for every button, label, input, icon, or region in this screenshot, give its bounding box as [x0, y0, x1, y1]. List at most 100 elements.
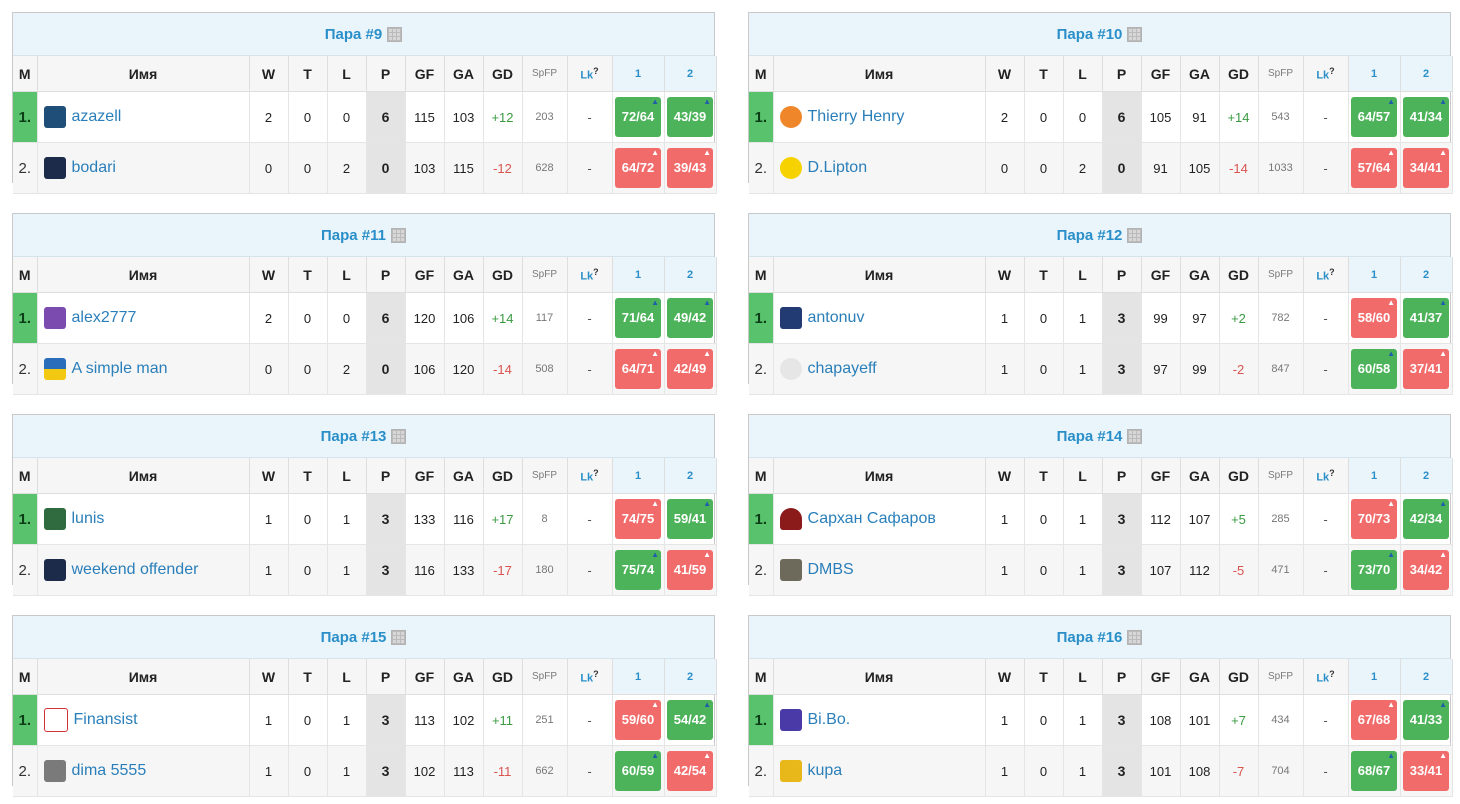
round-1-score[interactable]: ▲ 64/57: [1351, 97, 1397, 137]
round-2-score[interactable]: ▲ 59/41: [667, 499, 713, 539]
col-round-1[interactable]: 1: [1348, 257, 1401, 293]
grid-icon[interactable]: [391, 629, 407, 645]
col-lk[interactable]: Lk?: [1303, 257, 1349, 293]
player-name-link[interactable]: weekend offender: [71, 561, 199, 578]
player-name-link[interactable]: alex2777: [71, 309, 137, 326]
pair-title[interactable]: Пара #16: [1056, 628, 1123, 646]
col-lk[interactable]: Lk?: [1303, 458, 1349, 494]
round-1-score[interactable]: ▲ 73/70: [1351, 550, 1397, 590]
round-2-score[interactable]: ▲ 43/39: [667, 97, 713, 137]
col-round-1[interactable]: 1: [612, 659, 665, 695]
grid-icon[interactable]: [1127, 26, 1143, 42]
round-2-score[interactable]: ▲ 49/42: [667, 298, 713, 338]
col-lk[interactable]: Lk?: [567, 458, 613, 494]
round-2-score[interactable]: ▲ 33/41: [1403, 751, 1449, 791]
lk-help-icon[interactable]: ?: [1329, 65, 1335, 76]
lk-help-icon[interactable]: ?: [593, 65, 599, 76]
round-2-score[interactable]: ▲ 37/41: [1403, 349, 1449, 389]
round-1-score[interactable]: ▲ 70/73: [1351, 499, 1397, 539]
col-round-1[interactable]: 1: [1348, 56, 1401, 92]
player-name-link[interactable]: DMBS: [807, 561, 854, 578]
player-name-link[interactable]: Thierry Henry: [807, 108, 905, 125]
col-round-2[interactable]: 2: [1400, 458, 1453, 494]
player-name-link[interactable]: D.Lipton: [807, 159, 868, 176]
round-2-score[interactable]: ▲ 34/41: [1403, 148, 1449, 188]
lk-help-icon[interactable]: ?: [593, 467, 599, 478]
jersey-navy-icon[interactable]: [779, 307, 802, 329]
player-name-link[interactable]: antonuv: [807, 309, 865, 326]
player-name-link[interactable]: bodari: [71, 159, 116, 176]
lk-help-icon[interactable]: ?: [593, 266, 599, 277]
round-2-score[interactable]: ▲ 42/54: [667, 751, 713, 791]
grid-icon[interactable]: [387, 26, 403, 42]
round-1-score[interactable]: ▲ 71/64: [615, 298, 661, 338]
player-name-link[interactable]: dima 5555: [71, 762, 147, 779]
col-round-1[interactable]: 1: [612, 56, 665, 92]
player-name-link[interactable]: lunis: [71, 510, 105, 527]
crest-yellow-icon[interactable]: [779, 760, 802, 782]
col-round-2[interactable]: 2: [1400, 56, 1453, 92]
photo-icon[interactable]: [779, 559, 802, 581]
player-name-link[interactable]: Сархан Сафаров: [807, 510, 936, 527]
round-2-score[interactable]: ▲ 42/34: [1403, 499, 1449, 539]
lk-help-icon[interactable]: ?: [1329, 668, 1335, 679]
player-name-link[interactable]: kupa: [807, 762, 843, 779]
col-lk[interactable]: Lk?: [567, 56, 613, 92]
player-name-link[interactable]: Finansist: [73, 711, 138, 728]
col-round-2[interactable]: 2: [664, 659, 717, 695]
photo-gray-icon[interactable]: [43, 760, 66, 782]
col-round-1[interactable]: 1: [612, 458, 665, 494]
col-round-1[interactable]: 1: [612, 257, 665, 293]
pair-title[interactable]: Пара #10: [1056, 25, 1123, 43]
round-1-score[interactable]: ▲ 60/58: [1351, 349, 1397, 389]
round-1-score[interactable]: ▲ 64/71: [615, 349, 661, 389]
col-lk[interactable]: Lk?: [567, 659, 613, 695]
col-round-1[interactable]: 1: [1348, 458, 1401, 494]
col-round-2[interactable]: 2: [1400, 659, 1453, 695]
grid-icon[interactable]: [391, 428, 407, 444]
lipton-logo-icon[interactable]: [779, 157, 802, 179]
col-lk[interactable]: Lk?: [567, 257, 613, 293]
pair-title[interactable]: Пара #14: [1056, 427, 1123, 445]
sketch-figure-icon[interactable]: [779, 358, 802, 380]
lk-help-icon[interactable]: ?: [1329, 266, 1335, 277]
player-name-link[interactable]: chapayeff: [807, 360, 877, 377]
round-1-score[interactable]: ▲ 59/60: [615, 700, 661, 740]
pair-title[interactable]: Пара #13: [320, 427, 387, 445]
green-creature-icon[interactable]: [43, 508, 66, 530]
crest-purple-icon[interactable]: [779, 709, 802, 731]
round-2-score[interactable]: ▲ 42/49: [667, 349, 713, 389]
col-round-2[interactable]: 2: [664, 257, 717, 293]
pair-title[interactable]: Пара #9: [324, 25, 383, 43]
jersey-dark-icon[interactable]: [43, 559, 66, 581]
grid-icon[interactable]: [391, 227, 406, 243]
col-lk[interactable]: Lk?: [1303, 56, 1349, 92]
round-1-score[interactable]: ▲ 74/75: [615, 499, 661, 539]
round-2-score[interactable]: ▲ 39/43: [667, 148, 713, 188]
grid-icon[interactable]: [1127, 428, 1143, 444]
round-1-score[interactable]: ▲ 68/67: [1351, 751, 1397, 791]
ukraine-flag-icon[interactable]: [43, 358, 66, 380]
lk-help-icon[interactable]: ?: [1329, 467, 1335, 478]
round-1-score[interactable]: ▲ 72/64: [615, 97, 661, 137]
col-round-2[interactable]: 2: [664, 56, 717, 92]
col-round-1[interactable]: 1: [1348, 659, 1401, 695]
helmet-icon[interactable]: [779, 508, 802, 530]
round-2-score[interactable]: ▲ 34/42: [1403, 550, 1449, 590]
round-2-score[interactable]: ▲ 41/59: [667, 550, 713, 590]
grid-icon[interactable]: [1127, 227, 1143, 243]
club-crest-icon[interactable]: [43, 708, 68, 732]
round-1-score[interactable]: ▲ 58/60: [1351, 298, 1397, 338]
jersey-dark-icon[interactable]: [43, 157, 66, 179]
round-1-score[interactable]: ▲ 57/64: [1351, 148, 1397, 188]
round-2-score[interactable]: ▲ 54/42: [667, 700, 713, 740]
col-round-2[interactable]: 2: [1400, 257, 1453, 293]
col-round-2[interactable]: 2: [664, 458, 717, 494]
round-2-score[interactable]: ▲ 41/37: [1403, 298, 1449, 338]
pair-title[interactable]: Пара #11: [321, 226, 386, 244]
round-2-score[interactable]: ▲ 41/34: [1403, 97, 1449, 137]
player-name-link[interactable]: azazell: [71, 108, 122, 125]
jersey-12-icon[interactable]: [43, 106, 66, 128]
round-1-score[interactable]: ▲ 60/59: [615, 751, 661, 791]
grid-icon[interactable]: [1127, 629, 1143, 645]
